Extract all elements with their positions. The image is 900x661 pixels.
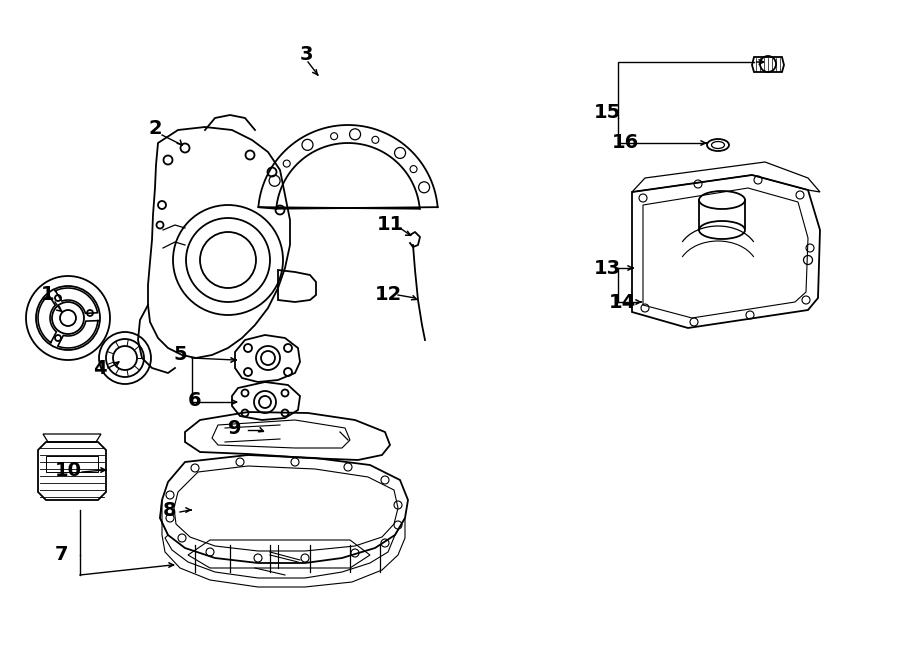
Text: 6: 6 — [188, 391, 202, 410]
Text: 1: 1 — [41, 286, 55, 305]
Text: 14: 14 — [608, 293, 635, 311]
Text: 13: 13 — [593, 258, 621, 278]
Text: 16: 16 — [611, 134, 639, 153]
Text: 15: 15 — [593, 102, 621, 122]
Text: 8: 8 — [163, 500, 176, 520]
Text: 4: 4 — [94, 358, 107, 377]
Text: 3: 3 — [299, 46, 313, 65]
Text: 5: 5 — [173, 346, 187, 364]
Text: 11: 11 — [376, 215, 403, 235]
Text: 7: 7 — [55, 545, 68, 564]
Text: 10: 10 — [55, 461, 82, 479]
Text: 2: 2 — [148, 118, 162, 137]
Text: 9: 9 — [229, 418, 242, 438]
Text: 12: 12 — [374, 286, 401, 305]
